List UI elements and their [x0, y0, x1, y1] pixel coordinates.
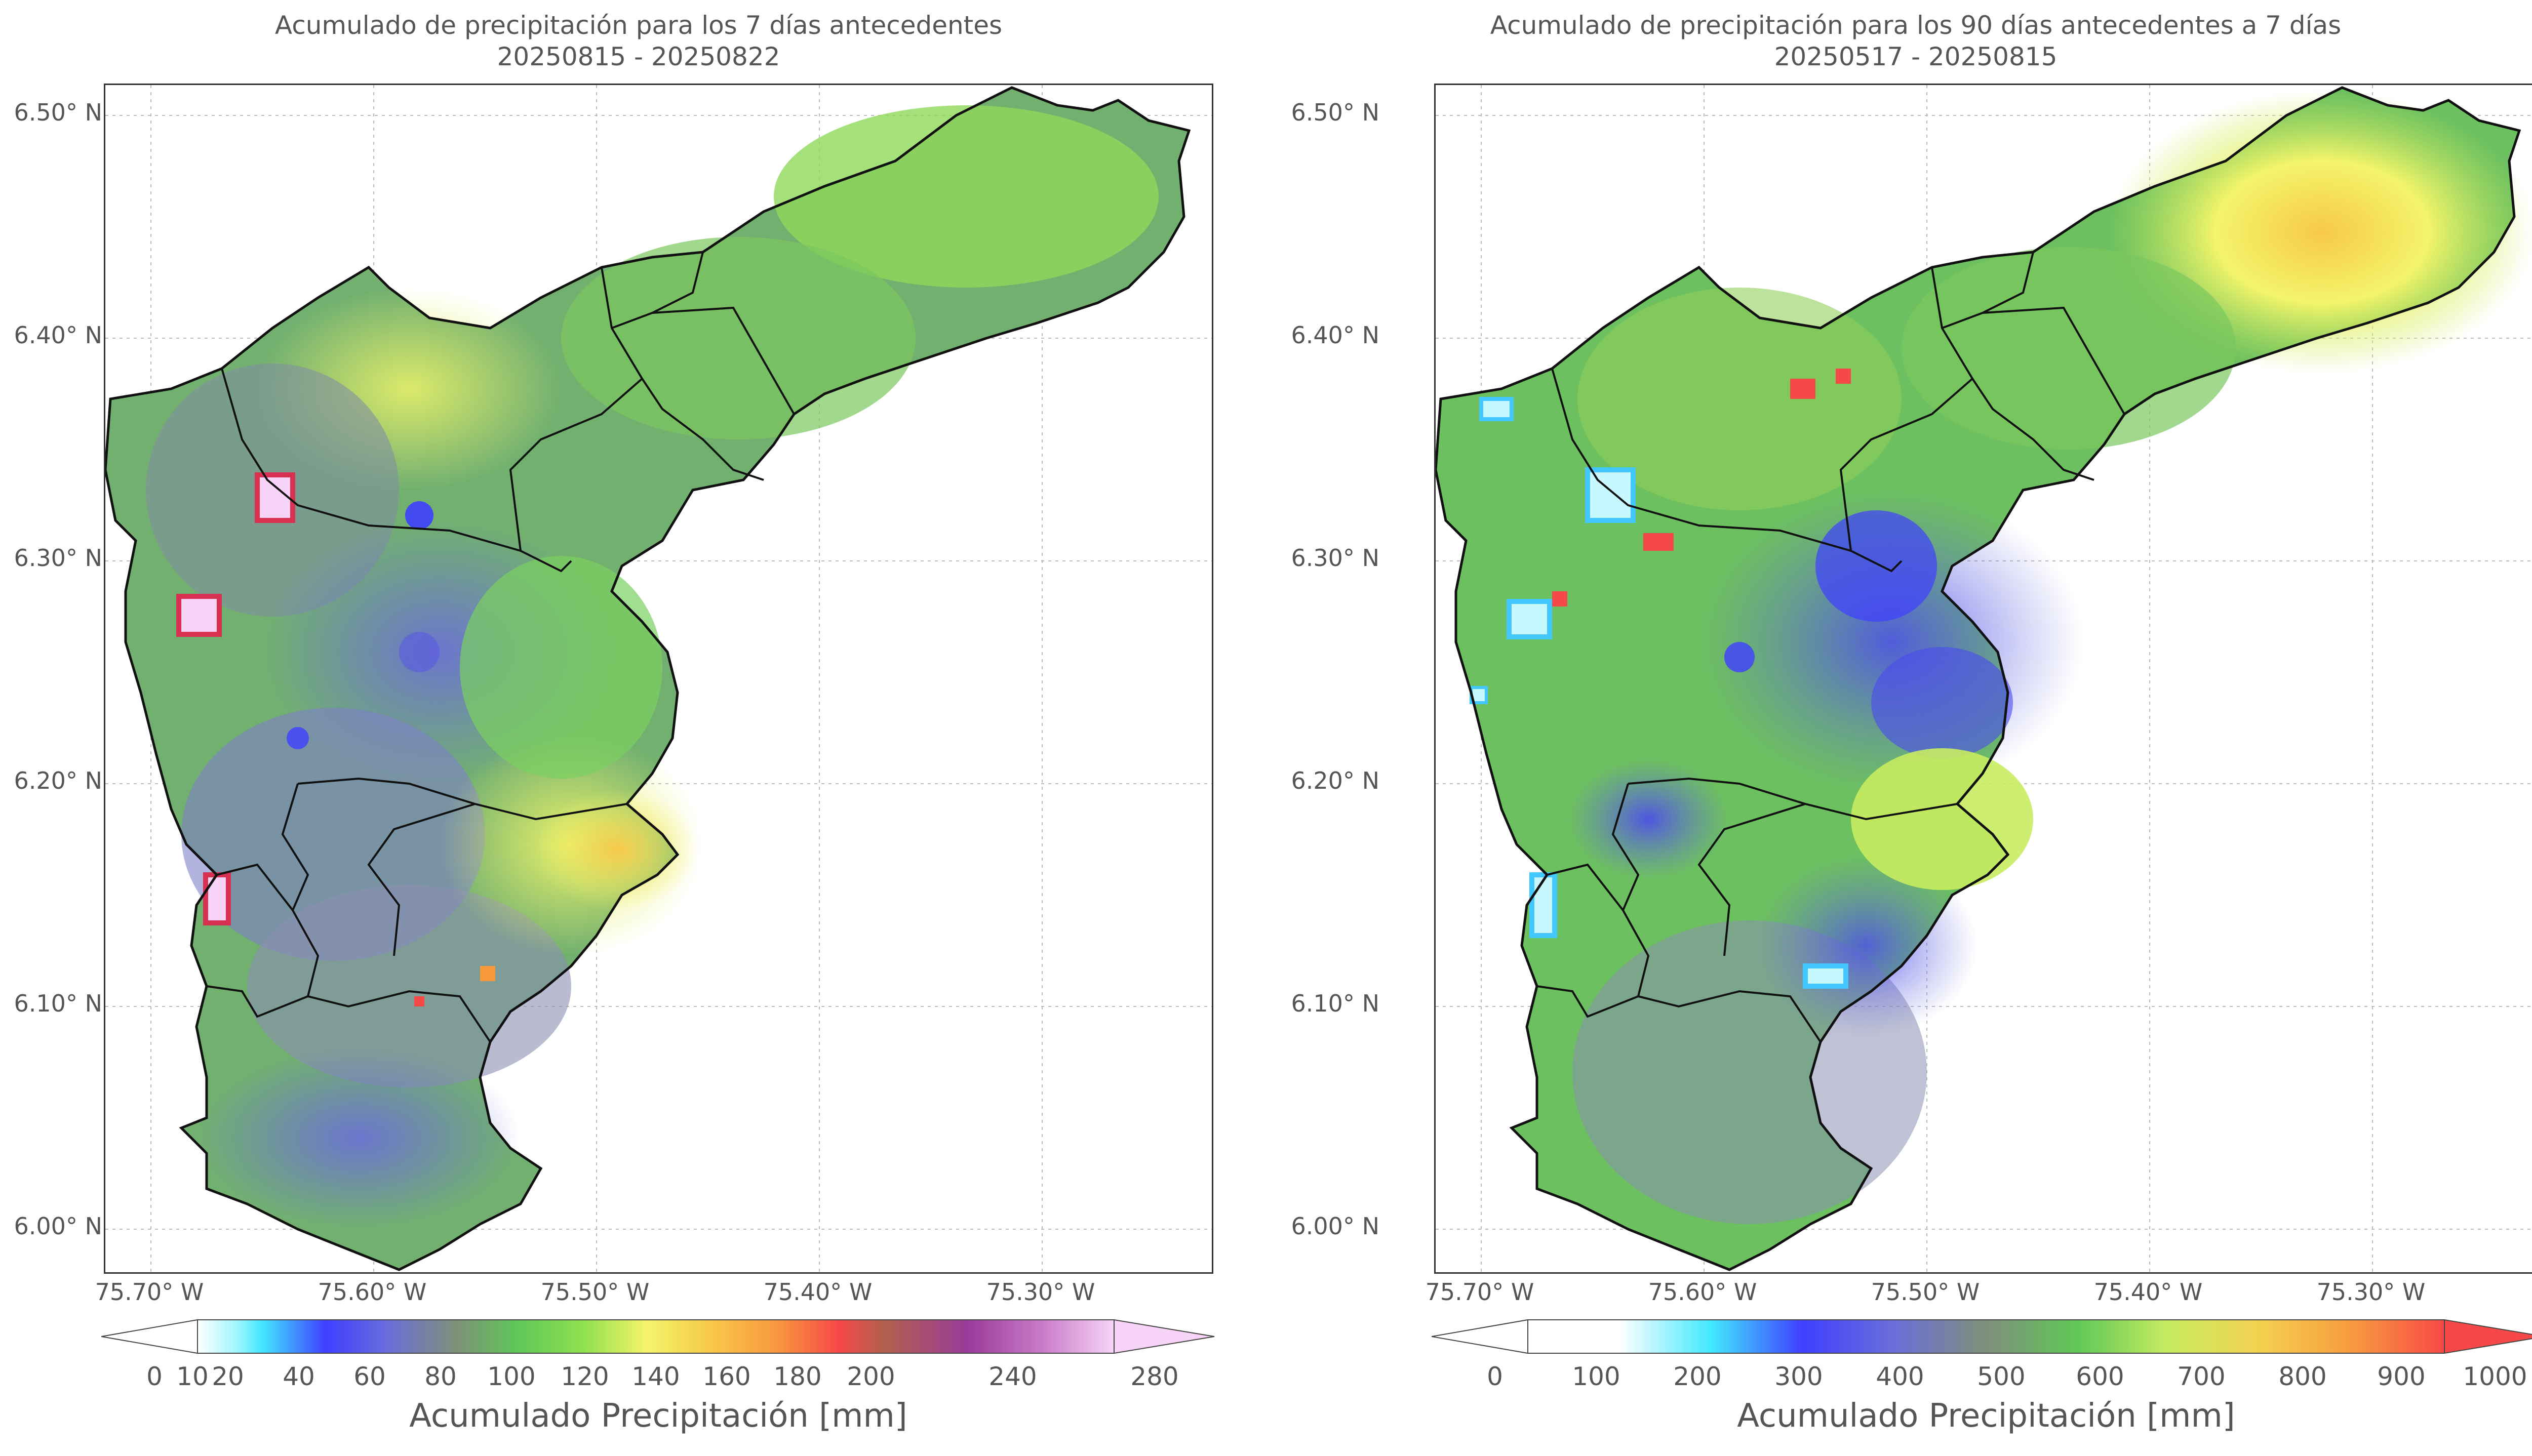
lat-tick-label: 6.00° N: [1291, 1212, 1379, 1240]
colorbar-tick: 100: [487, 1362, 536, 1391]
colorbar-tick: 900: [2377, 1362, 2426, 1391]
lon-tick-label: 75.50° W: [1871, 1278, 1980, 1306]
hotspots: [176, 472, 495, 1006]
colorbar-tick: 60: [353, 1362, 386, 1391]
map-panel-90-days: Acumulado de precipitación para los 90 d…: [1277, 0, 2532, 1456]
panel-title-line1: Acumulado de precipitación para los 90 d…: [1490, 11, 2342, 40]
colorbar-tick: 40: [283, 1362, 315, 1391]
lon-tick-label: 75.50° W: [540, 1278, 650, 1306]
lat-tick-label: 6.30° N: [1291, 544, 1379, 572]
lat-tick-label: 6.30° N: [14, 544, 102, 572]
lon-tick-label: 75.40° W: [763, 1278, 873, 1306]
basin-outline: [105, 86, 1191, 1271]
basin-outline: [1436, 86, 2521, 1271]
lon-tick-label: 75.30° W: [2316, 1278, 2426, 1306]
colorbar-tick: 280: [1130, 1362, 1179, 1391]
colorbar-tick: 100: [1572, 1362, 1620, 1391]
precipitation-map: [1436, 85, 2532, 1272]
colorbar-tick: 700: [2177, 1362, 2226, 1391]
colorbar-tick: 600: [2076, 1362, 2124, 1391]
colorbar-tick: 160: [702, 1362, 751, 1391]
panel-title-line2: 20250517 - 20250815: [1774, 42, 2058, 71]
subbasin-boundaries: [1536, 252, 2125, 1043]
lon-tick-label: 75.70° W: [1425, 1278, 1534, 1306]
map-area[interactable]: [1434, 84, 2532, 1274]
lat-tick-label: 6.50° N: [14, 99, 102, 126]
colorbar-tick: 0: [146, 1362, 163, 1391]
lat-tick-label: 6.40° N: [14, 321, 102, 349]
colorbar-tick: 300: [1774, 1362, 1823, 1391]
colorbar-tick: 200: [847, 1362, 895, 1391]
lon-tick-label: 75.60° W: [318, 1278, 427, 1306]
lon-tick-label: 75.30° W: [986, 1278, 1095, 1306]
map-area[interactable]: [104, 84, 1213, 1274]
lon-tick-label: 75.40° W: [2093, 1278, 2203, 1306]
panel-title-line2: 20250815 - 20250822: [497, 42, 780, 71]
colorbar-label: Acumulado Precipitación [mm]: [1737, 1397, 2235, 1435]
colorbar-tick: 400: [1876, 1362, 1924, 1391]
lat-tick-label: 6.20° N: [14, 767, 102, 794]
colorbar-tick: 0: [1487, 1362, 1503, 1391]
colorbar-tick: 120: [561, 1362, 609, 1391]
colorbar-tick: 200: [1673, 1362, 1722, 1391]
lat-tick-label: 6.10° N: [1291, 990, 1379, 1017]
colorbar: [1432, 1319, 2532, 1354]
precipitation-field: [146, 105, 1159, 1229]
precipitation-field: [1567, 90, 2532, 1224]
precipitation-map: [105, 85, 1212, 1272]
hotspots: [1470, 369, 1851, 989]
colorbar-label: Acumulado Precipitación [mm]: [409, 1397, 907, 1435]
panel-title-line1: Acumulado de precipitación para los 7 dí…: [274, 11, 1003, 40]
lat-tick-label: 6.10° N: [14, 990, 102, 1017]
colorbar-tick: 800: [2278, 1362, 2327, 1391]
colorbar-tick: 20: [212, 1362, 244, 1391]
colorbar-tick: 80: [424, 1362, 457, 1391]
colorbar-tick: 180: [773, 1362, 822, 1391]
colorbar-tick: 10: [176, 1362, 209, 1391]
colorbar: [101, 1319, 1215, 1354]
colorbar-tick: 500: [1977, 1362, 2026, 1391]
lat-tick-label: 6.00° N: [14, 1212, 102, 1240]
lat-tick-label: 6.40° N: [1291, 321, 1379, 349]
colorbar-tick: 140: [631, 1362, 680, 1391]
colorbar-tick: 1000: [2463, 1362, 2527, 1391]
colorbar-tick: 240: [988, 1362, 1037, 1391]
lon-tick-label: 75.70° W: [95, 1278, 204, 1306]
lat-tick-label: 6.50° N: [1291, 99, 1379, 126]
lon-tick-label: 75.60° W: [1648, 1278, 1757, 1306]
map-panel-7-days: Acumulado de precipitación para los 7 dí…: [14, 11, 1215, 1435]
subbasin-boundaries: [206, 252, 795, 1043]
lat-tick-label: 6.20° N: [1291, 767, 1379, 794]
